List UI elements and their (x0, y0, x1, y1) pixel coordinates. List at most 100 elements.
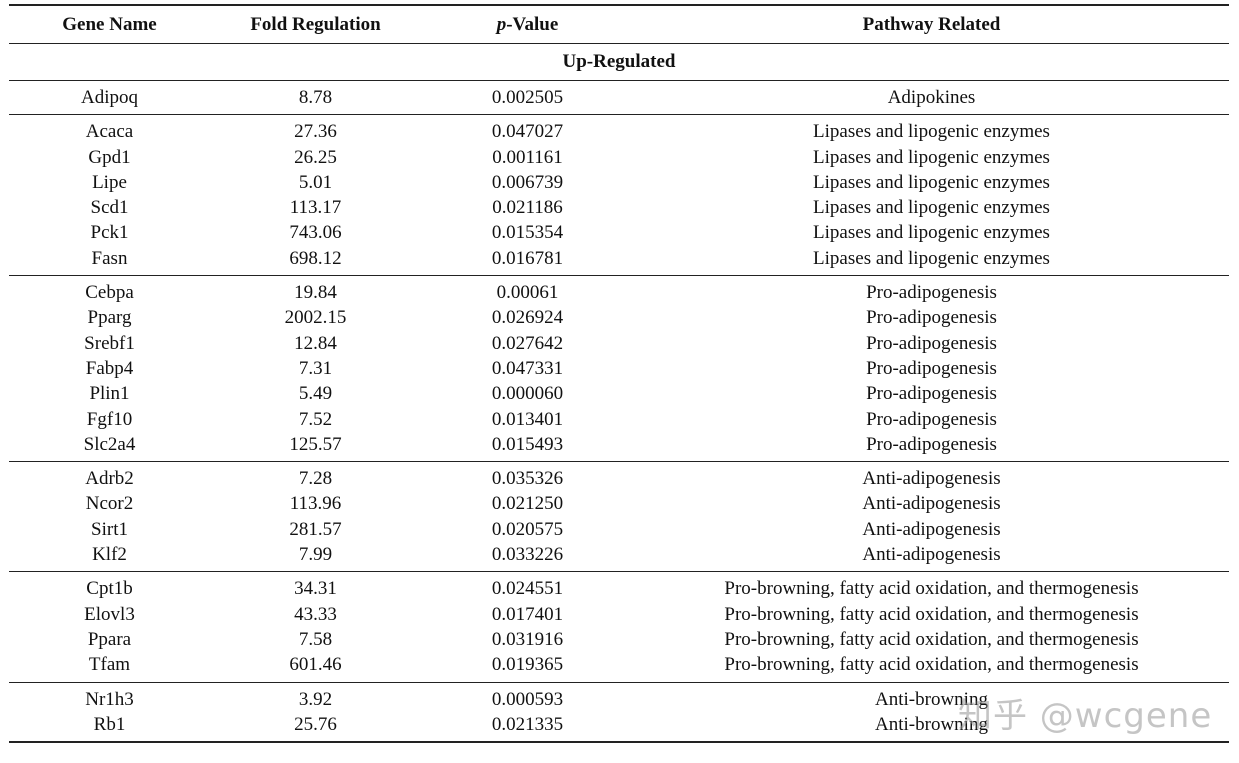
gene-name-cell: Sirt1 (91, 518, 128, 540)
p-value-cell: 0.017401 (491, 603, 564, 625)
fold-regulation-cell: 7.28 (298, 468, 333, 490)
p-value-cell: 0.000593 (491, 688, 564, 710)
table-row: Cpt1b 34.31 0.024551 Pro-browning, fatty ac… (9, 572, 1229, 602)
p-value-cell: 0.031916 (491, 628, 564, 650)
fold-regulation-cell: 27.36 (294, 121, 337, 143)
table-row: Fabp4 7.31 0.047331 Pro-adipogenesis (9, 356, 1229, 381)
fold-regulation-cell: 7.31 (298, 357, 333, 379)
table-row: Pparg 2002.15 0.026924 Pro-adipogenesis (9, 305, 1229, 330)
p-value-cell: 0.024551 (491, 578, 564, 600)
pathway-cell: Pro-browning, fatty acid oxidation, and … (724, 603, 1139, 625)
gene-name-cell: Slc2a4 (83, 433, 136, 455)
gene-name-cell: Adipoq (81, 87, 138, 108)
row-group: Acaca 27.36 0.047027 Lipases and lipogenic … (9, 114, 1229, 276)
fold-regulation-cell: 12.84 (294, 332, 337, 354)
gene-name-cell: Gpd1 (88, 146, 131, 168)
pathway-cell: Pro-browning, fatty acid oxidation, and … (724, 628, 1139, 650)
gene-name-cell: Tfam (88, 654, 131, 676)
p-value-cell: 0.019365 (491, 654, 564, 676)
gene-table-container: Gene Name Fold Regulation p-Value Pathwa… (9, 4, 1229, 743)
table-row: Ncor2 113.96 0.021250 Anti-adipogenesis (9, 491, 1229, 516)
fold-regulation-cell: 19.84 (294, 282, 337, 304)
gene-name-cell: Adrb2 (85, 468, 134, 490)
p-value-cell: 0.021186 (492, 197, 563, 219)
p-value-cell: 0.006739 (491, 171, 564, 193)
fold-regulation-cell: 5.49 (298, 383, 333, 405)
p-value-cell: 0.002505 (491, 87, 564, 108)
p-value-cell: 0.035326 (491, 468, 564, 490)
pathway-cell: Anti-browning (875, 713, 988, 735)
pathway-cell: Anti-adipogenesis (862, 518, 1001, 540)
gene-expression-table: Gene Name Fold Regulation p-Value Pathwa… (9, 4, 1229, 743)
header-pathway-related: Pathway Related (634, 4, 1229, 44)
table-row: Slc2a4 125.57 0.015493 Pro-adipogenesis (9, 432, 1229, 462)
table-header-row: Gene Name Fold Regulation p-Value Pathwa… (9, 4, 1229, 44)
pathway-cell: Lipases and lipogenic enzymes (813, 171, 1050, 193)
table-row: Cebpa 19.84 0.00061 Pro-adipogenesis (9, 276, 1229, 306)
table-row: Scd1 113.17 0.021186 Lipases and lipogenic … (9, 195, 1229, 220)
fold-regulation-cell: 2002.15 (284, 307, 347, 329)
fold-regulation-cell: 8.78 (298, 87, 333, 108)
pathway-cell: Lipases and lipogenic enzymes (813, 197, 1050, 219)
table-row: Klf2 7.99 0.033226 Anti-adipogenesis (9, 542, 1229, 572)
p-value-cell: 0.000060 (491, 383, 564, 405)
pathway-cell: Anti-adipogenesis (862, 468, 1001, 490)
fold-regulation-cell: 743.06 (289, 222, 342, 244)
table-row: Fasn 698.12 0.016781 Lipases and lipogenic … (9, 246, 1229, 276)
p-value-cell: 0.001161 (492, 146, 563, 168)
table-row: Fgf10 7.52 0.013401 Pro-adipogenesis (9, 407, 1229, 432)
pathway-cell: Pro-adipogenesis (866, 433, 997, 455)
fold-regulation-cell: 34.31 (294, 578, 337, 600)
table-row: Pck1 743.06 0.015354 Lipases and lipogenic … (9, 220, 1229, 245)
pathway-cell: Pro-adipogenesis (866, 332, 997, 354)
pathway-cell: Lipases and lipogenic enzymes (813, 121, 1050, 143)
gene-name-cell: Fgf10 (86, 408, 133, 430)
row-group: Adrb2 7.28 0.035326 Anti-adipogenesis Ncor2 1… (9, 461, 1229, 572)
p-value-cell: 0.021250 (491, 493, 564, 515)
gene-name-cell: Acaca (85, 121, 134, 143)
p-value-cell: 0.027642 (491, 332, 564, 354)
fold-regulation-cell: 281.57 (289, 518, 342, 540)
p-value-cell: 0.015493 (491, 433, 564, 455)
fold-regulation-cell: 5.01 (298, 171, 333, 193)
gene-name-cell: Ppara (87, 628, 132, 650)
header-p-italic: p (496, 13, 507, 35)
p-value-cell: 0.00061 (496, 282, 559, 304)
header-fold-regulation: Fold Regulation (210, 4, 421, 44)
pathway-cell: Lipases and lipogenic enzymes (813, 247, 1050, 269)
fold-regulation-cell: 26.25 (294, 146, 337, 168)
gene-name-cell: Lipe (92, 171, 127, 193)
table-row: Lipe 5.01 0.006739 Lipases and lipogenic en… (9, 170, 1229, 195)
pathway-cell: Pro-adipogenesis (866, 307, 997, 329)
pathway-cell: Pro-adipogenesis (866, 383, 997, 405)
header-p-value: p-Value (421, 4, 634, 44)
pathway-cell: Anti-adipogenesis (862, 544, 1001, 566)
fold-regulation-cell: 25.76 (294, 713, 337, 735)
gene-name-cell: Rb1 (93, 713, 126, 735)
pathway-cell: Pro-adipogenesis (866, 357, 997, 379)
table-row: Acaca 27.36 0.047027 Lipases and lipogenic … (9, 115, 1229, 145)
pathway-cell: Lipases and lipogenic enzymes (813, 222, 1050, 244)
table-row: Nr1h3 3.92 0.000593 Anti-browning (9, 682, 1229, 712)
p-value-cell: 0.047331 (491, 357, 564, 379)
table-row: Tfam 601.46 0.019365 Pro-browning, fatty ac… (9, 652, 1229, 682)
section-label: Up-Regulated (9, 43, 1229, 81)
p-value-cell: 0.033226 (491, 544, 564, 566)
fold-regulation-cell: 113.96 (289, 493, 342, 515)
table-row: Srebf1 12.84 0.027642 Pro-adipogenesis (9, 331, 1229, 356)
row-group: Cpt1b 34.31 0.024551 Pro-browning, fatty ac… (9, 571, 1229, 682)
fold-regulation-cell: 43.33 (294, 603, 337, 625)
gene-name-cell: Plin1 (89, 383, 130, 405)
gene-name-cell: Pck1 (90, 222, 129, 244)
gene-name-cell: Cpt1b (86, 578, 133, 600)
table-row: Gpd1 26.25 0.001161 Lipases and lipogenic e… (9, 145, 1229, 170)
table-row: Plin1 5.49 0.000060 Pro-adipogenesis (9, 381, 1229, 406)
gene-name-cell: Elovl3 (84, 603, 135, 625)
p-value-cell: 0.016781 (491, 247, 564, 269)
gene-name-cell: Pparg (87, 307, 132, 329)
gene-name-cell: Cebpa (85, 282, 134, 304)
fold-regulation-cell: 125.57 (289, 433, 342, 455)
pathway-cell: Pro-adipogenesis (866, 408, 997, 430)
p-value-cell: 0.047027 (491, 121, 564, 143)
fold-regulation-cell: 3.92 (298, 688, 333, 710)
